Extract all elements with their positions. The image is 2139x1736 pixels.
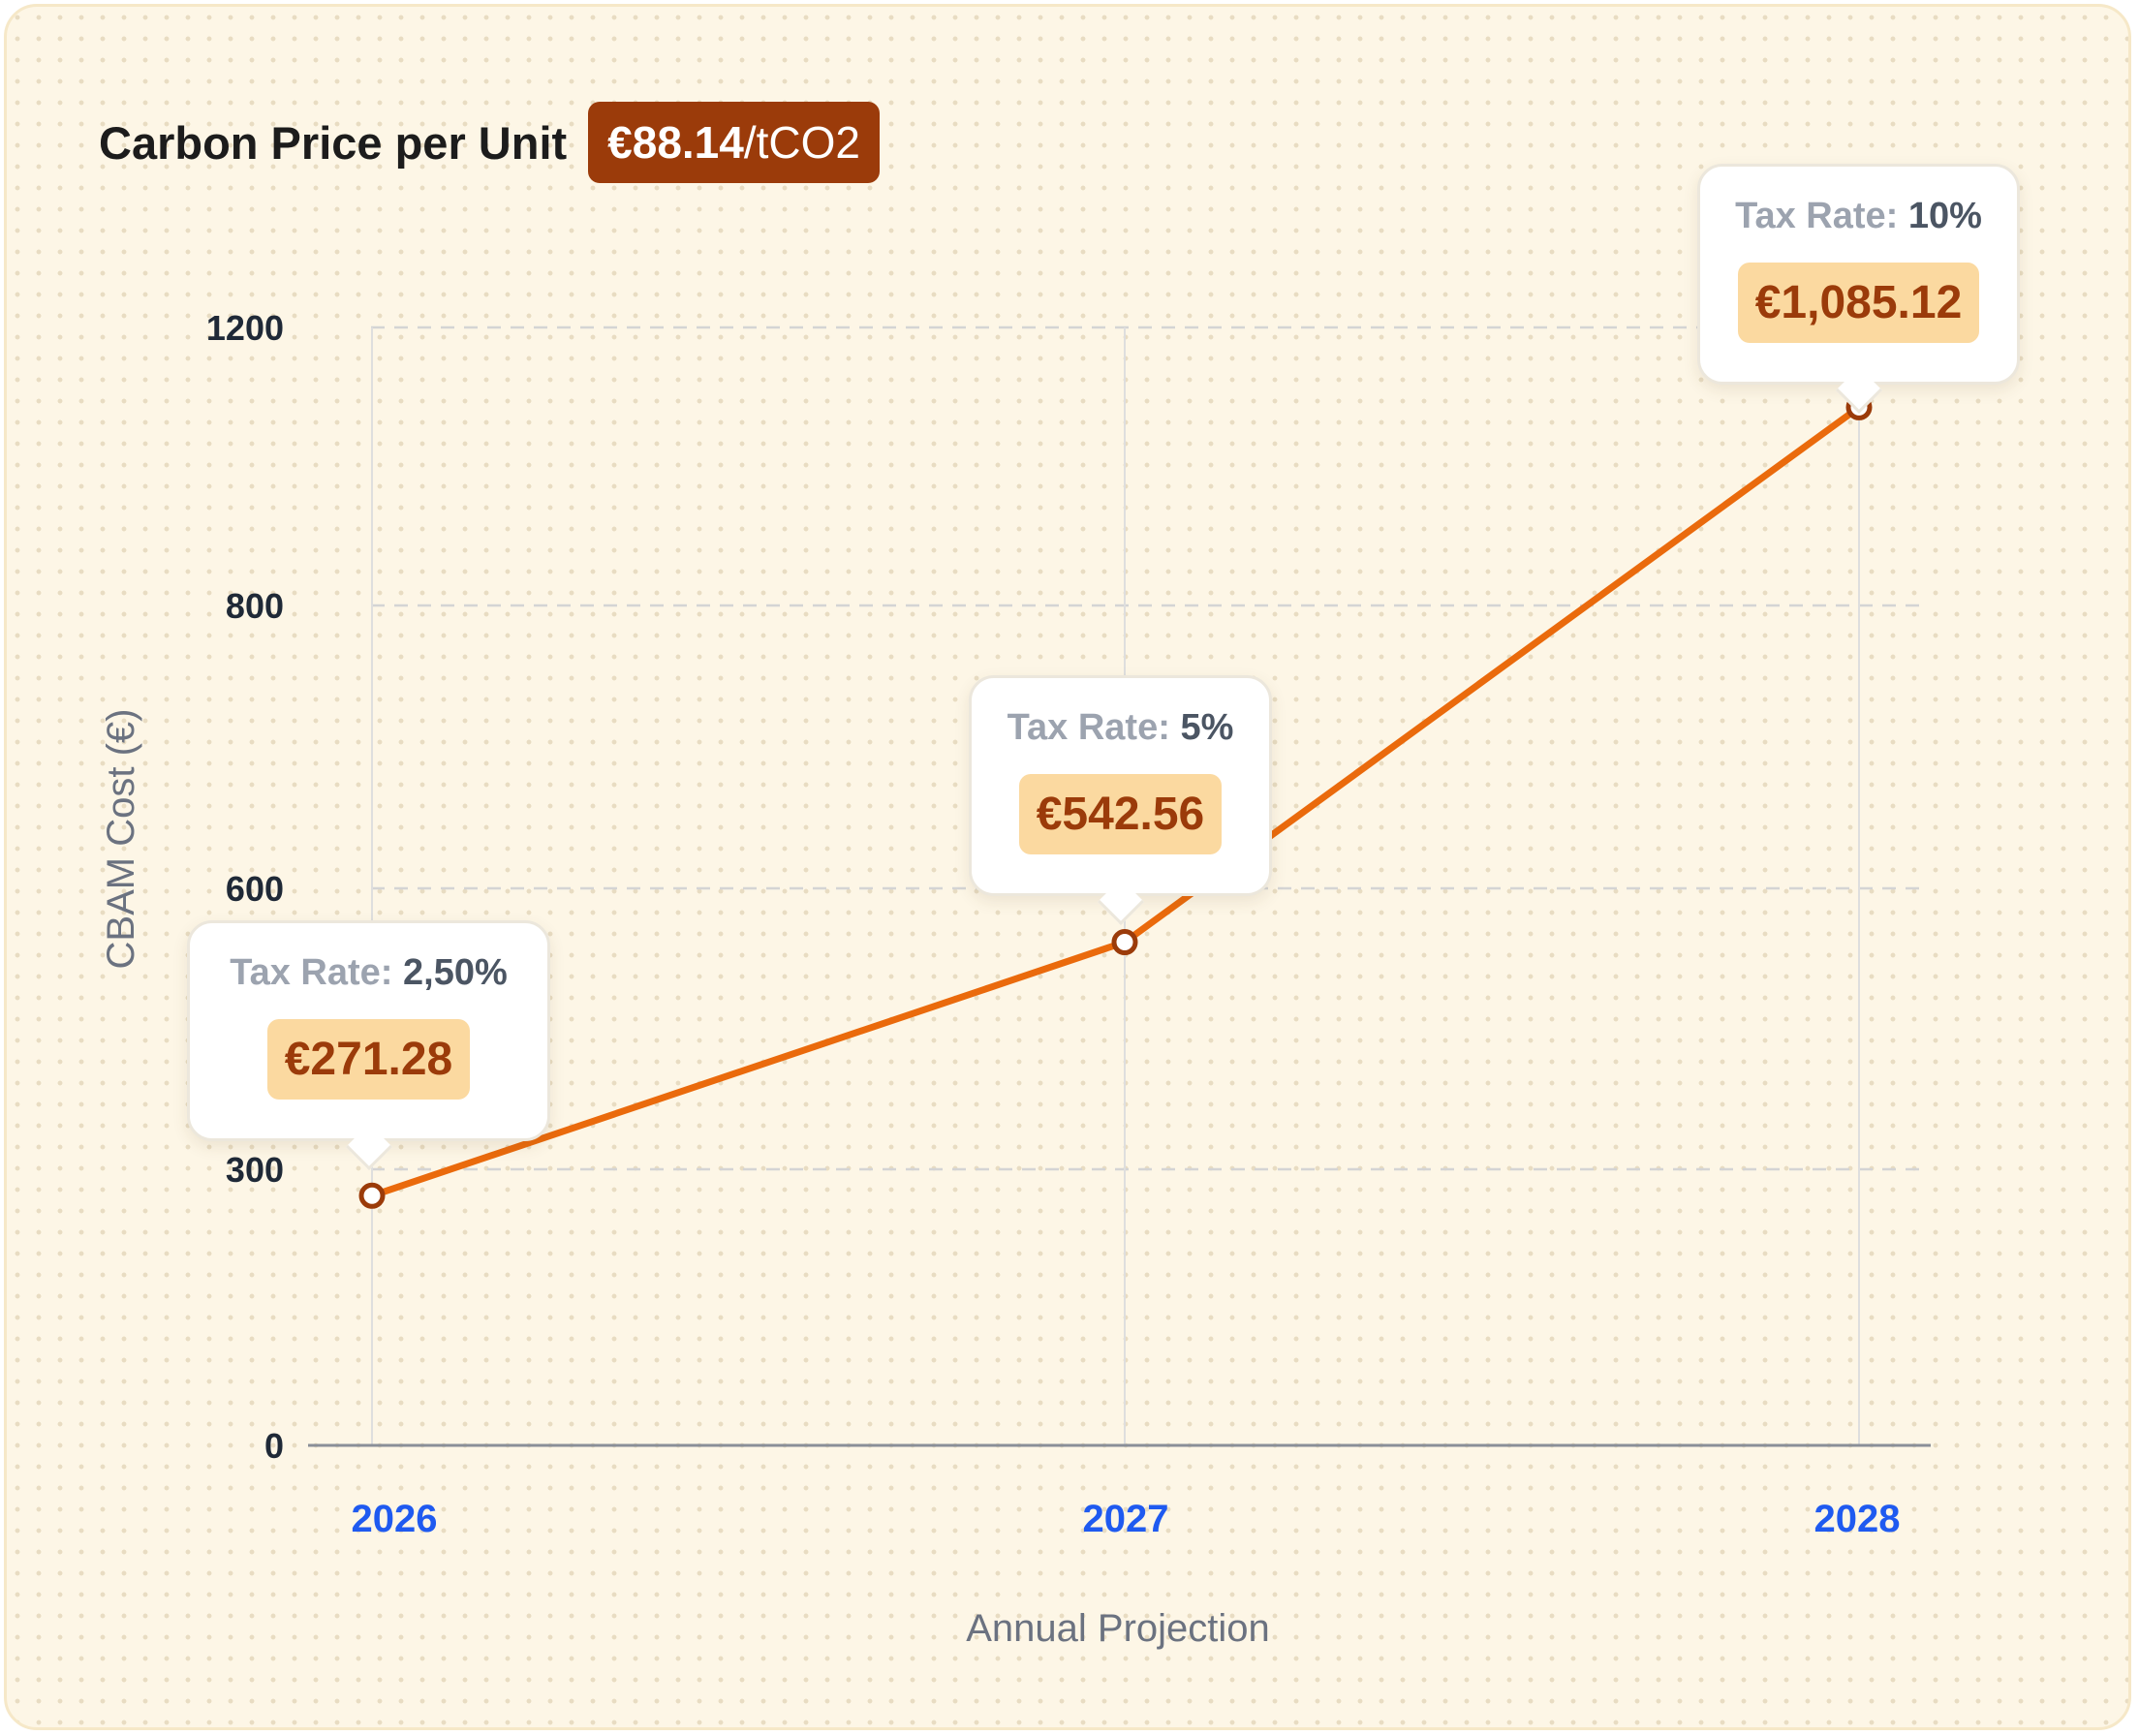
carbon-price-value: €88.14 [607,117,744,168]
chart-title: Carbon Price per Unit [99,116,568,169]
x-tick-label: 2026 [352,1498,438,1540]
y-tick-label: 0 [264,1426,284,1466]
tax-rate-label: Tax Rate: [1735,196,1908,236]
x-axis-label: Annual Projection [966,1607,1270,1650]
y-tick-label: 300 [226,1150,284,1190]
tooltip-cost-value: €542.56 [1018,774,1223,854]
x-tick-label: 2027 [1083,1498,1169,1540]
tax-rate-value: 10% [1907,196,1982,236]
y-axis-label: CBAM Cost (€) [100,709,142,970]
data-point-marker [358,1182,386,1209]
tax-rate-value: 5% [1180,707,1234,748]
tooltip-cost-value: €1,085.12 [1737,263,1980,343]
tooltip-2026: Tax Rate: 2,50% €271.28 [187,920,550,1171]
tooltip-tax-rate: Tax Rate: 5% [972,707,1269,749]
x-tick-label: 2028 [1814,1498,1901,1540]
tooltip-2028: Tax Rate: 10% €1,085.12 [1697,164,2020,415]
chart-header: Carbon Price per Unit €88.14 /tCO2 [99,99,881,186]
carbon-price-badge: €88.14 /tCO2 [588,102,881,183]
tax-rate-label: Tax Rate: [230,952,404,993]
tax-rate-value: 2,50% [403,952,508,993]
carbon-price-unit: /tCO2 [743,117,861,168]
data-point-marker [1111,929,1138,956]
y-tick-label: 800 [226,586,284,626]
tooltip-2027: Tax Rate: 5% €542.56 [969,675,1272,926]
y-tick-label: 600 [226,869,284,909]
tick-labels: 0 300 600 800 1200 2026 2027 2028 [206,308,1901,1540]
tooltip-tax-rate: Tax Rate: 2,50% [190,952,547,994]
tooltip-tax-rate: Tax Rate: 10% [1700,196,2017,237]
tooltip-cost-value: €271.28 [266,1019,471,1100]
y-tick-label: 1200 [206,308,284,348]
tax-rate-label: Tax Rate: [1007,707,1181,748]
